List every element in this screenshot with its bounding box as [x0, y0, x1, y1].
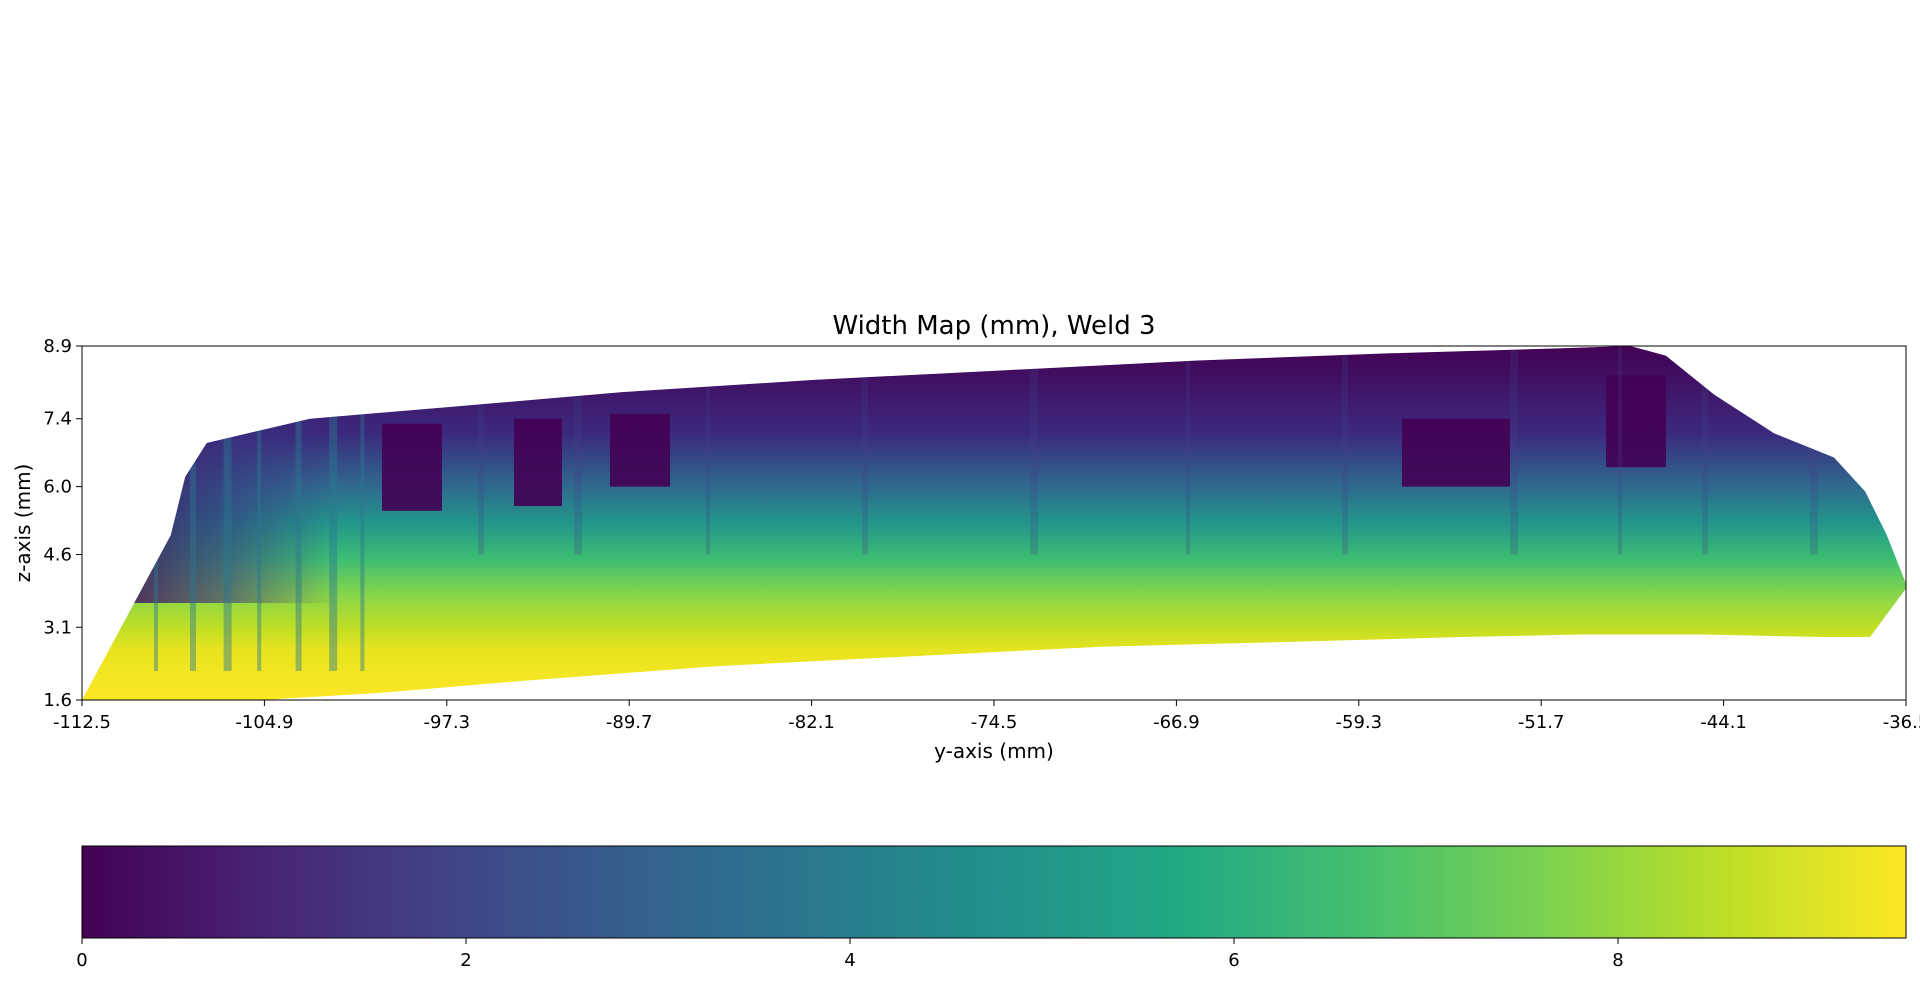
texture-streak: [1702, 346, 1708, 555]
texture-streak: [329, 346, 338, 671]
x-tick-label: -97.3: [424, 712, 471, 733]
x-tick-label: -74.5: [971, 712, 1018, 733]
x-tick-label: -36.5: [1883, 712, 1920, 733]
colorbar-tick-label: 6: [1228, 950, 1239, 971]
x-tick-label: -66.9: [1153, 712, 1200, 733]
texture-streak: [257, 346, 262, 671]
colorbar: [81, 845, 1907, 939]
low-value-pocket-3: [610, 413, 670, 487]
texture-streak: [1030, 346, 1038, 555]
texture-streak: [360, 346, 365, 671]
texture-streak: [862, 346, 868, 555]
chart-title: Width Map (mm), Weld 3: [832, 311, 1155, 341]
colorbar-tick-label: 2: [460, 950, 471, 971]
y-tick-label: 3.1: [43, 617, 72, 638]
texture-streak: [706, 346, 710, 555]
texture-streak: [295, 346, 302, 671]
colorbar-tick-label: 4: [844, 950, 855, 971]
x-axis-label: y-axis (mm): [934, 739, 1054, 763]
low-value-pocket-1: [382, 423, 442, 511]
x-tick-label: -44.1: [1700, 712, 1747, 733]
x-tick-label: -89.7: [606, 712, 653, 733]
plot-area: [82, 346, 1906, 700]
y-tick-label: 4.6: [43, 545, 72, 566]
colorbar-tick-label: 8: [1612, 950, 1623, 971]
texture-streak: [574, 346, 582, 555]
texture-streak: [1510, 346, 1518, 555]
x-tick-label: -59.3: [1336, 712, 1383, 733]
y-tick-label: 8.9: [43, 336, 72, 357]
colorbar-tick-label: 0: [76, 950, 87, 971]
low-value-pocket-2: [514, 418, 562, 507]
texture-streak: [1186, 346, 1190, 555]
x-tick-label: -51.7: [1518, 712, 1565, 733]
texture-streak: [223, 346, 232, 671]
texture-streak: [1810, 346, 1818, 555]
texture-streak: [1342, 346, 1348, 555]
x-tick-label: -112.5: [53, 712, 111, 733]
y-axis-label: z-axis (mm): [11, 464, 35, 583]
low-value-pocket-4: [1402, 418, 1510, 487]
y-tick-label: 1.6: [43, 690, 72, 711]
y-tick-label: 7.4: [43, 409, 72, 430]
y-tick-label: 6.0: [43, 477, 72, 498]
x-tick-label: -104.9: [235, 712, 293, 733]
texture-streak: [154, 346, 158, 671]
x-tick-label: -82.1: [788, 712, 835, 733]
texture-streak: [1618, 346, 1622, 555]
texture-streak: [478, 346, 484, 555]
texture-streak: [190, 346, 196, 671]
low-value-pocket-5: [1606, 375, 1666, 468]
